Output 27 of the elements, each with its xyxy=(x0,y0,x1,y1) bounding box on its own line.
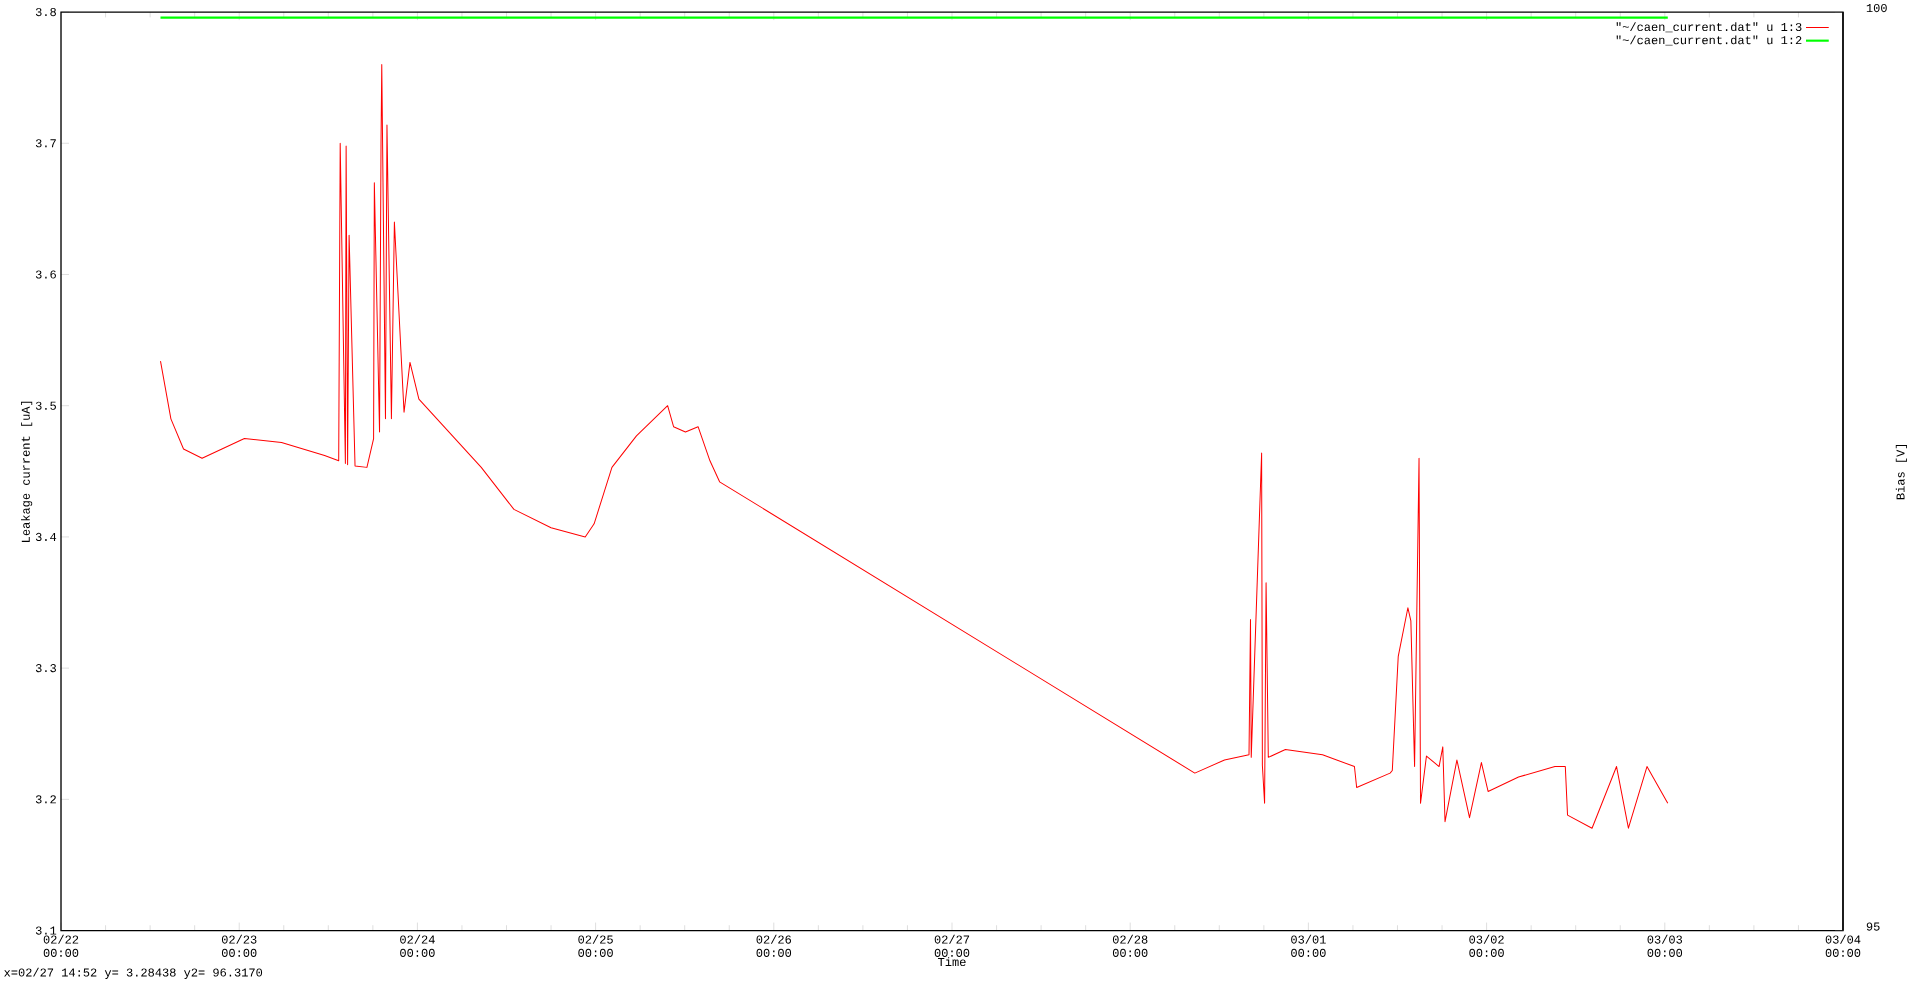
y-tick-label: 3.3 xyxy=(35,664,56,673)
y-tick-label: 3.8 xyxy=(35,8,56,17)
y-tick-label: 3.1 xyxy=(35,926,57,935)
y-axis-title: Leakage current [uA] xyxy=(21,401,33,543)
y2-tick-label: 95 xyxy=(1866,922,1880,931)
y2-tick-label: 100 xyxy=(1866,4,1887,13)
x-tick-label: 03/03 00:00 xyxy=(1647,935,1683,958)
x-tick-label: 02/26 00:00 xyxy=(756,935,792,958)
y-tick-label: 3.2 xyxy=(35,795,56,804)
y-tick-label: 3.5 xyxy=(35,401,56,411)
x-tick-label: 02/25 00:00 xyxy=(578,935,613,958)
y-tick-label: 3.7 xyxy=(35,139,56,148)
y-tick-label: 3.6 xyxy=(35,270,56,279)
x-tick-label: 02/22 00:00 xyxy=(43,935,79,958)
y2-axis-title: Bias [V] xyxy=(1895,445,1907,500)
x-tick-label: 02/27 00:00 xyxy=(934,935,970,958)
x-tick-label: 02/28 00:00 xyxy=(1112,935,1148,958)
x-tick-label: 03/02 00:00 xyxy=(1469,935,1504,958)
legend-label: "~/caen_current.dat" u 1:3 xyxy=(1616,22,1802,33)
x-tick-label: 03/04 00:00 xyxy=(1825,935,1861,958)
x-tick-label: 03/01 00:00 xyxy=(1291,935,1326,958)
y-tick-label: 3.4 xyxy=(35,533,57,542)
text: x=02/27 14:52 y= 3.28438 y2= 96.3170 xyxy=(4,967,263,980)
x-tick-label: 02/24 00:00 xyxy=(400,935,435,958)
x-axis-title: Time xyxy=(938,957,966,967)
x-tick-label: 02/23 00:00 xyxy=(221,935,257,958)
legend-label: "~/caen_current.dat" u 1:2 xyxy=(1616,35,1802,46)
